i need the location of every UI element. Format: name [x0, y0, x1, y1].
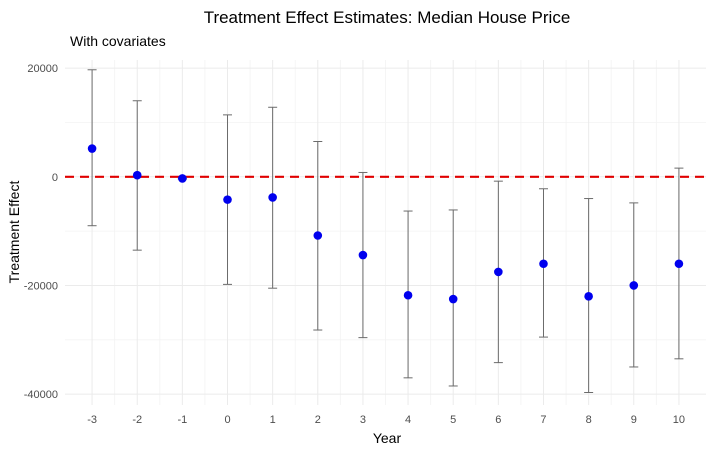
y-tick-label: -40000	[24, 389, 58, 401]
x-tick-label: 5	[450, 414, 456, 426]
x-tick-label: -2	[132, 414, 142, 426]
estimate-point	[178, 174, 187, 183]
x-tick-labels: -3 -2 -1 0 1 2 3 4 5 6 7 8 9 10	[87, 414, 685, 426]
x-tick-label: 0	[224, 414, 230, 426]
y-tick-label: -20000	[24, 280, 58, 292]
grid	[65, 60, 706, 405]
x-tick-label: 10	[673, 414, 685, 426]
x-tick-label: 8	[586, 414, 592, 426]
estimate-point	[132, 170, 142, 180]
x-tick-label: 1	[270, 414, 276, 426]
estimate-point	[313, 231, 323, 240]
chart-title: Treatment Effect Estimates: Median House…	[204, 8, 571, 27]
y-tick-label: 20000	[27, 63, 58, 75]
x-tick-label: 4	[405, 414, 411, 426]
x-tick-label: 2	[315, 414, 321, 426]
estimate-point	[584, 292, 593, 301]
points	[87, 144, 684, 304]
y-axis-title: Treatment Effect	[6, 181, 22, 284]
y-tick-label: 0	[52, 172, 58, 184]
estimate-point	[448, 294, 458, 304]
x-tick-label: 9	[631, 414, 637, 426]
estimate-point	[358, 250, 368, 260]
estimate-point	[223, 195, 232, 204]
x-tick-label: 7	[540, 414, 546, 426]
y-tick-labels: 20000 0 -20000 -40000	[24, 63, 58, 401]
estimate-point	[539, 259, 548, 269]
estimate-point	[87, 144, 97, 153]
estimate-point	[268, 193, 277, 202]
x-tick-label: -1	[177, 414, 187, 426]
estimate-point	[629, 281, 639, 290]
estimate-point	[494, 267, 503, 277]
estimate-point	[403, 290, 413, 300]
x-tick-label: 6	[495, 414, 501, 426]
x-tick-label: 3	[360, 414, 366, 426]
estimate-point	[674, 259, 684, 269]
x-tick-label: -3	[87, 414, 97, 426]
chart-subtitle: With covariates	[70, 33, 166, 49]
x-axis-title: Year	[373, 430, 402, 446]
